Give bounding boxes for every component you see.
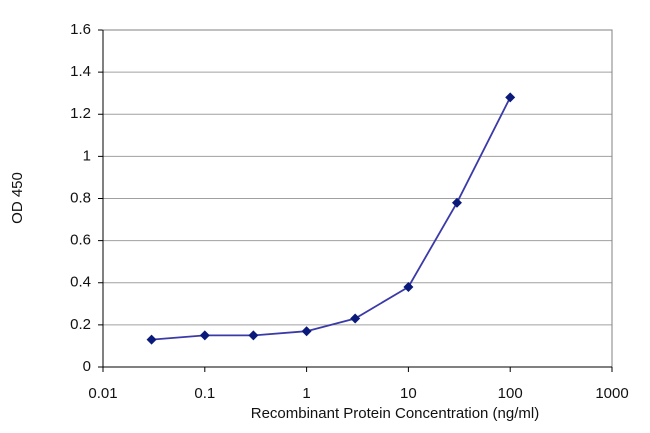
x-tick-label: 100 (498, 385, 523, 402)
y-tick-label: 1.2 (70, 105, 91, 122)
y-tick-label: 0.4 (70, 274, 91, 291)
data-point (199, 330, 210, 341)
y-tick-label: 0.6 (70, 232, 91, 249)
y-tick-label: 1.6 (70, 21, 91, 38)
data-line (151, 96, 512, 341)
x-tick-label: 1 (302, 385, 310, 402)
data-point (301, 326, 312, 337)
x-axis-label: Recombinant Protein Concentration (ng/ml… (251, 405, 539, 422)
y-tick-label: 0.2 (70, 316, 91, 333)
x-tick-label: 0.01 (88, 385, 117, 402)
y-tick-label: 1 (83, 147, 91, 164)
y-tick-label: 1.4 (70, 63, 91, 80)
data-point (505, 92, 516, 103)
y-tick-label: 0 (83, 358, 91, 375)
y-axis-label: OD 450 (9, 172, 26, 224)
x-tick-label: 0.1 (194, 385, 215, 402)
data-point (403, 281, 414, 292)
x-tick-label: 10 (400, 385, 417, 402)
data-point (451, 197, 462, 208)
y-tick-label: 0.8 (70, 189, 91, 206)
x-tick-label: 1000 (595, 385, 628, 402)
data-point (146, 334, 157, 345)
data-point (350, 313, 361, 324)
data-point (248, 330, 259, 341)
